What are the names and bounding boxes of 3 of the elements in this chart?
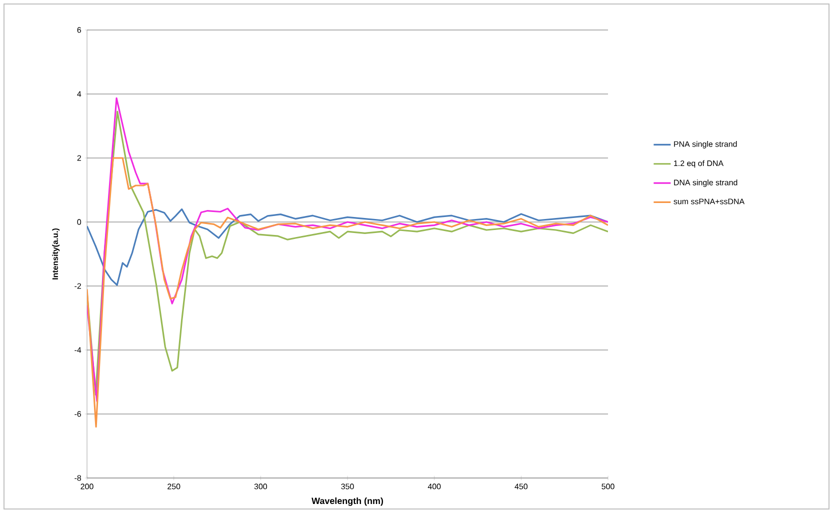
line-series bbox=[87, 208, 608, 286]
line-series bbox=[87, 157, 608, 428]
x-axis-title: Wavelength (nm) bbox=[312, 497, 384, 506]
